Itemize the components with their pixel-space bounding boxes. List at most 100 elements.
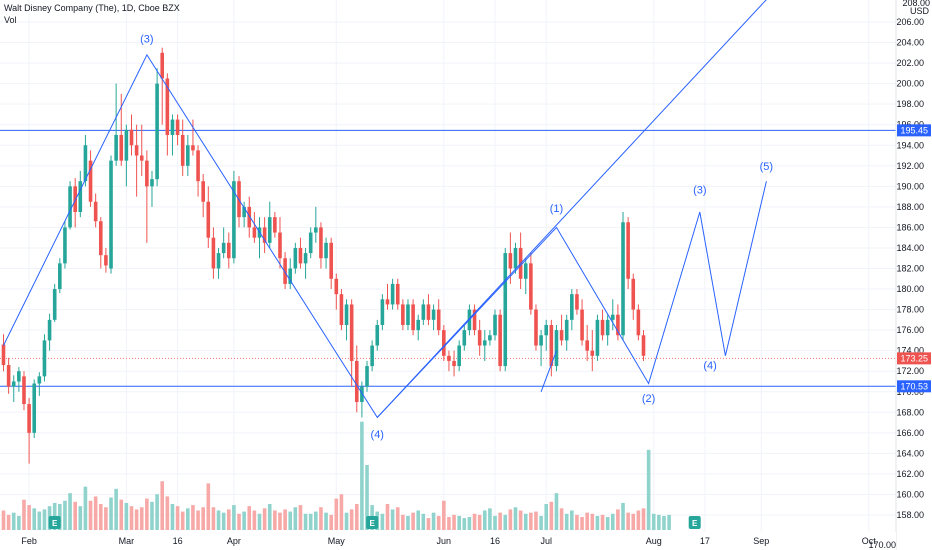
volume-bar	[273, 510, 277, 530]
candle-body	[360, 386, 364, 403]
volume-bar	[155, 494, 159, 530]
candle-body	[508, 253, 513, 269]
volume-bar	[667, 514, 671, 530]
candle-body	[58, 263, 62, 290]
volume-bar	[267, 504, 272, 530]
volume-bar	[237, 513, 241, 530]
time-axis[interactable]: Feb Mar 16 Apr May Jun 16 Jul Aug 17 Sep Oct	[21, 536, 876, 546]
candle-body	[621, 222, 625, 336]
candle-body	[298, 247, 303, 264]
volume-bar	[621, 502, 625, 530]
candle-body	[319, 227, 323, 259]
candle-body	[457, 345, 461, 367]
volume-bar	[662, 515, 666, 530]
volume-bar	[626, 512, 630, 530]
volume-bar	[431, 512, 436, 530]
x-tick-label: Sep	[753, 536, 769, 546]
candle-body	[114, 134, 118, 161]
volume-bar	[595, 515, 600, 530]
candle-body	[395, 283, 400, 305]
volume-bar	[134, 509, 139, 530]
candle-body	[605, 319, 610, 336]
price-tags: 195.45 173.25 170.53	[897, 124, 931, 393]
volume-bar	[493, 515, 497, 530]
volume-bar	[129, 506, 134, 530]
volume-bar	[523, 513, 528, 530]
candle-body	[273, 217, 277, 233]
price-axis-bottom-clipped: 170.00	[868, 540, 896, 550]
volume-bar	[139, 507, 144, 530]
volume-bar	[426, 518, 431, 530]
candle-body	[78, 181, 83, 213]
volume-bar	[406, 515, 410, 530]
candle-body	[544, 324, 549, 336]
y-tick-label: 190.00	[896, 181, 924, 191]
volume-bar	[539, 515, 543, 530]
volume-bar	[180, 511, 185, 530]
candle-body	[580, 309, 584, 341]
volume-bar	[339, 494, 344, 530]
wave-line	[3, 53, 767, 419]
candle-body	[11, 381, 16, 387]
volume-bar	[109, 497, 113, 530]
y-tick-label: 188.00	[896, 202, 924, 212]
y-tick-label: 194.00	[896, 140, 924, 150]
candle-body	[462, 330, 467, 346]
candle-body	[406, 304, 410, 325]
candle-body	[150, 179, 154, 187]
candle-body	[98, 221, 103, 256]
y-tick-label: 162.00	[896, 469, 924, 479]
volume-bar	[201, 507, 205, 530]
volume-bar	[529, 512, 533, 530]
candle-body	[267, 217, 272, 243]
y-tick-label: 182.00	[896, 264, 924, 274]
volume-bar	[119, 499, 124, 530]
candle-body	[401, 304, 405, 325]
candle-body	[278, 232, 282, 259]
candle-body	[145, 160, 149, 187]
candle-body	[165, 78, 170, 135]
candle-body	[232, 181, 236, 259]
candle-body	[600, 319, 605, 336]
earnings-marker-label: E	[369, 519, 375, 528]
volume-bar	[104, 507, 108, 530]
y-tick-label: 164.00	[896, 448, 924, 458]
candle-body	[191, 145, 195, 151]
candle-body	[180, 134, 185, 166]
candle-body	[63, 227, 67, 264]
candle-body	[534, 309, 538, 346]
volume-bar	[349, 509, 354, 530]
candle-body	[196, 150, 200, 182]
wave-label: (3)	[140, 34, 153, 46]
wave-line	[376, 0, 767, 418]
candle-body	[47, 319, 52, 341]
volume-bars	[1, 421, 671, 530]
candle-body	[365, 366, 369, 387]
volume-bar	[216, 510, 221, 530]
candle-body	[554, 330, 559, 367]
candle-body	[488, 335, 492, 341]
candle-body	[370, 345, 374, 367]
volume-bar	[329, 514, 333, 530]
candle-body	[211, 237, 216, 269]
candle-body	[226, 242, 231, 259]
x-tick-label: Feb	[21, 536, 37, 546]
price-axis[interactable]: 158.00160.00162.00164.00166.00168.00170.…	[896, 17, 924, 520]
volume-bar	[411, 512, 415, 530]
volume-bar	[651, 513, 656, 530]
elliott-wave-drawings[interactable]	[3, 0, 813, 419]
y-tick-label: 180.00	[896, 284, 924, 294]
candle-body	[349, 304, 354, 361]
candle-body	[493, 314, 497, 336]
last-price-tag	[897, 352, 931, 365]
y-tick-label: 174.00	[896, 346, 924, 356]
volume-bar	[605, 517, 610, 530]
volume-bar	[303, 513, 308, 530]
candle-body	[52, 289, 57, 320]
volume-bar	[160, 481, 165, 530]
volume-bar	[354, 504, 359, 530]
volume-bar	[631, 513, 636, 530]
volume-bar	[211, 507, 216, 530]
candle-body	[503, 253, 508, 367]
